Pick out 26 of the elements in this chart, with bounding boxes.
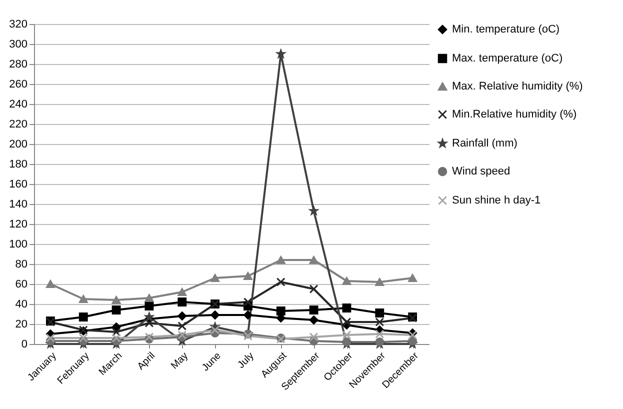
y-tick-label: 100 [9, 238, 28, 250]
y-tick-label: 140 [9, 198, 28, 210]
legend-label: Wind speed [452, 166, 510, 178]
y-tick-label: 300 [9, 38, 28, 50]
y-tick-label: 240 [9, 98, 28, 110]
y-tick-label: 0 [21, 338, 28, 350]
y-tick-label: 200 [9, 138, 28, 150]
y-tick-label: 280 [9, 58, 28, 70]
y-tick-label: 80 [15, 258, 28, 270]
y-tick-label: 180 [9, 158, 28, 170]
y-tick-label: 260 [9, 78, 28, 90]
x-tick-label: May [169, 350, 190, 372]
y-tick-label: 160 [9, 178, 28, 190]
legend-label: Max. temperature (oC) [452, 52, 563, 64]
legend-label: Min. temperature (oC) [452, 24, 560, 36]
y-tick-label: 120 [9, 218, 28, 230]
y-tick-label: 40 [15, 298, 28, 310]
y-tick-label: 320 [9, 18, 28, 30]
legend-label: Rainfall (mm) [452, 138, 518, 150]
y-tick-label: 220 [9, 118, 28, 130]
y-tick-label: 20 [15, 318, 28, 330]
legend-label: Sun shine h day-1 [452, 194, 541, 206]
x-tick-label: July [236, 350, 256, 371]
legend-label: Max. Relative humidity (%) [452, 80, 583, 92]
y-tick-label: 60 [15, 278, 28, 290]
legend-label: Min.Relative humidity (%) [452, 108, 577, 120]
